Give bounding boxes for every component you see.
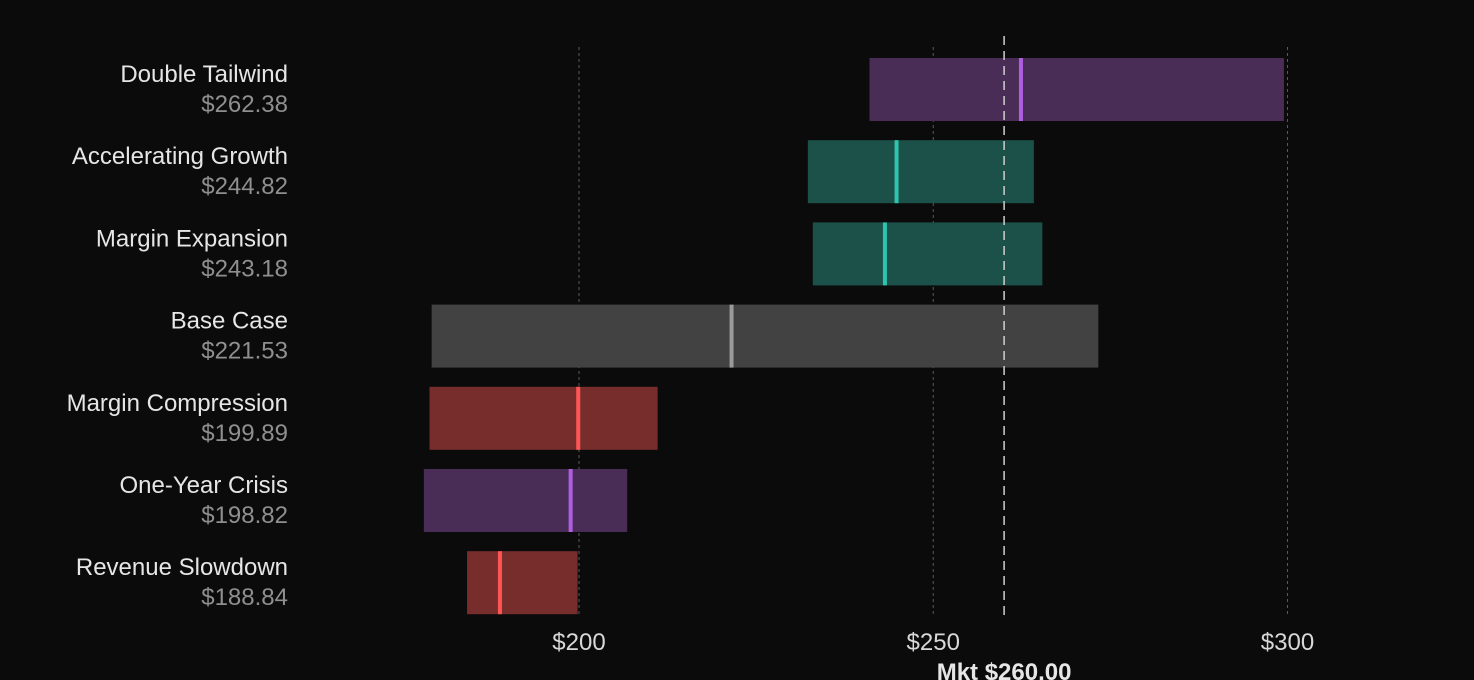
scenario-value-marker [497,551,502,615]
scenario-name: Accelerating Growth [72,143,288,170]
x-tick-label: $300 [1261,629,1314,656]
scenario-name: Revenue Slowdown [76,554,288,581]
scenario-value-label: $199.89 [201,420,288,447]
scenario-bars [423,58,1284,615]
scenario-value-marker [568,469,573,532]
scenario-labels: Double Tailwind $262.38 Accelerating Growt… [67,61,288,611]
scenario-name: Margin Expansion [96,225,288,252]
scenario-value-label: $262.38 [201,91,288,118]
scenario-value-marker [894,140,899,204]
scenario-range-bar [812,222,1043,286]
scenario-name: Base Case [171,308,288,335]
scenario-value-label: $244.82 [201,173,288,200]
scenario-value-label: $221.53 [201,338,288,365]
x-axis: $200 $250 $300 Mkt $260.00 [552,36,1314,680]
scenario-range-bar [869,58,1284,121]
x-tick-label: $200 [552,629,605,656]
scenario-range-bar [429,386,658,450]
scenario-value-label: $198.82 [201,502,288,529]
scenario-range-bar [431,304,1099,368]
market-price-label: Mkt $260.00 [937,659,1072,680]
scenario-name: Double Tailwind [120,61,288,88]
scenario-value-label: $243.18 [201,255,288,282]
scenario-name: Margin Compression [67,390,288,417]
scenario-name: One-Year Crisis [119,472,288,499]
scenario-range-bar [807,140,1034,204]
scenario-value-marker [882,222,887,286]
scenario-value-marker [1018,58,1023,121]
scenario-value-label: $188.84 [201,584,288,611]
scenario-value-marker [729,304,734,368]
scenario-range-bar [423,469,628,532]
scenario-range-bar [467,551,578,615]
x-tick-label: $250 [907,629,960,656]
scenario-value-marker [576,386,581,450]
